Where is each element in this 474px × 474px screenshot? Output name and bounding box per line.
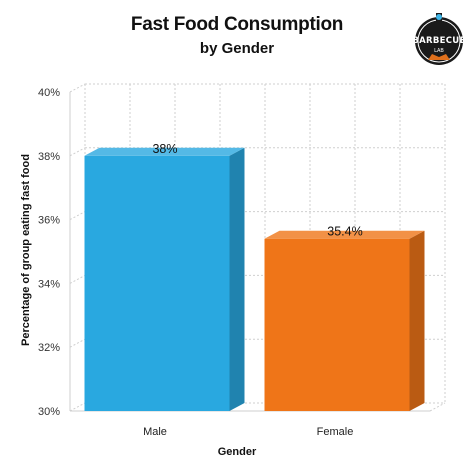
- logo-badge-icon: [415, 13, 463, 65]
- chart-subtitle: by Gender: [199, 40, 275, 57]
- x-tick-label-female: Female: [317, 426, 354, 438]
- bars: [84, 147, 425, 412]
- y-tick-label: 40%: [38, 87, 60, 99]
- y-tick-label: 36%: [38, 215, 60, 227]
- floor-edge: [429, 402, 446, 412]
- bar-side-male: [229, 147, 245, 412]
- bar-top-female: [264, 230, 425, 239]
- logo-text: BARBECUE: [412, 36, 466, 46]
- y-tick-label: 30%: [38, 406, 60, 418]
- chart-title: Fast Food Consumption: [130, 14, 344, 35]
- y-tick-label: 32%: [38, 342, 60, 354]
- y-tick-label: 34%: [38, 278, 60, 290]
- gridline-depth: [69, 338, 86, 348]
- x-axis-label: Gender: [217, 446, 257, 458]
- gridline-depth: [69, 83, 86, 93]
- x-tick-label-male: Male: [143, 426, 167, 438]
- bar-top-male: [84, 147, 245, 156]
- bar-side-female: [409, 230, 425, 411]
- y-tick-label: 38%: [38, 151, 60, 163]
- gridline-depth: [69, 274, 86, 284]
- chart-labels: 30% 32% 34% 36% 38% 40% 38% Male 35.4% Female: [38, 87, 363, 438]
- bar-male: [84, 155, 230, 411]
- barbecue-lab-logo: BARBECUE LAB: [410, 10, 468, 68]
- gridline-depth: [69, 147, 86, 157]
- gridline-depth: [69, 211, 86, 221]
- data-label-female: 35.4%: [327, 225, 362, 239]
- gridline-depth: [69, 402, 86, 412]
- data-label-male: 38%: [152, 142, 177, 156]
- y-axis-label: Percentage of group eating fast food: [20, 154, 32, 346]
- bar-female: [264, 238, 410, 411]
- logo-subtext: LAB: [434, 48, 444, 54]
